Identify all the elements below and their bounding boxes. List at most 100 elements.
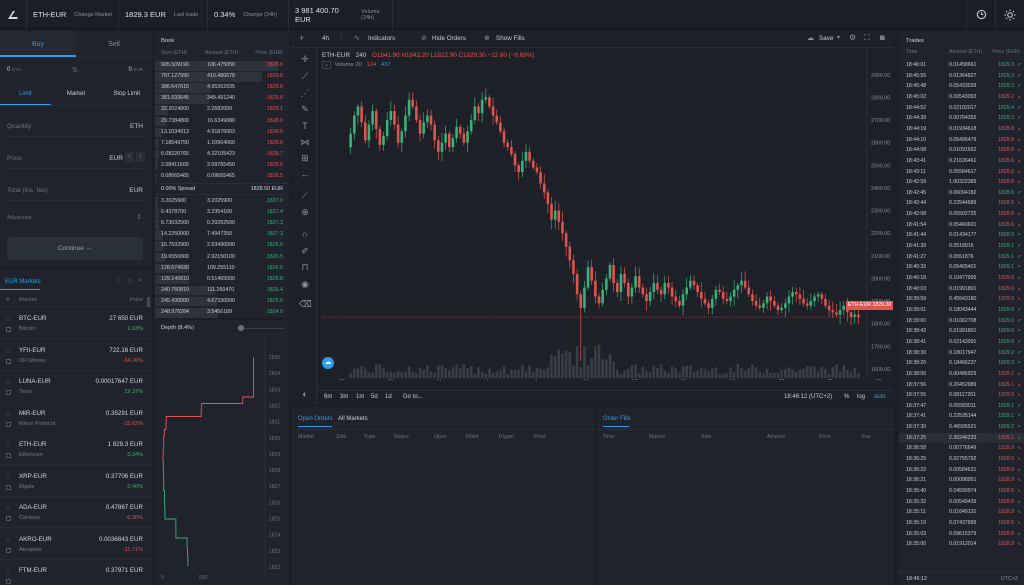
book-row[interactable]: 16.7592900 2.53490000 1826.6 — [155, 241, 289, 251]
order-type-market[interactable]: Market — [66, 91, 86, 97]
trash-icon[interactable]: ⌫ — [299, 299, 312, 309]
book-row[interactable]: 14.2250000 7.4947250 1827.3 — [155, 230, 289, 240]
book-row[interactable]: 19.6550000 2.92150100 1826.5 — [155, 252, 289, 263]
history-button[interactable] — [966, 0, 995, 29]
hide-orders-button[interactable]: Hide Orders — [432, 35, 466, 42]
book-row[interactable]: 32.2024800 2.2682000 1829.1 — [155, 105, 289, 115]
book-row[interactable]: 245.430000 4.67330000 1825.0 — [155, 296, 289, 307]
book-row[interactable]: 0.08665465 0.08665465 1828.5 — [155, 172, 289, 182]
market-row[interactable]: ☆ AKRO-EUR Akropolis 0.0036843 EUR -11.71% — [0, 529, 152, 560]
price-increment-button[interactable]: › — [136, 152, 145, 162]
book-row[interactable]: 797.127990 410.480678 1829.8 — [155, 72, 289, 82]
book-row[interactable]: 248.976284 3.5456189 1824.0 — [155, 308, 289, 318]
market-selector[interactable]: ETH-EUR Change Market — [27, 0, 119, 29]
lock-icon[interactable]: ⊓ — [301, 262, 309, 272]
star-icon[interactable]: ☆ — [5, 347, 12, 355]
total-input[interactable]: Total (inc. fee) EUR — [7, 181, 145, 201]
candles-icon[interactable]: ⫶ — [340, 34, 342, 41]
ruler-icon[interactable]: ⟋ — [301, 190, 309, 200]
market-row[interactable]: ☆ ETH-EUR Ethereum 1 829.3 EUR 0.34% — [0, 434, 152, 465]
interval-selector[interactable]: 4h — [322, 35, 330, 42]
star-icon[interactable]: ☆ — [5, 442, 12, 449]
book-row[interactable]: 29.7384800 16.6349080 1828.0 — [155, 116, 289, 127]
range-1m[interactable]: 1m — [356, 394, 365, 400]
prediction-icon[interactable]: ⊞ — [301, 153, 309, 163]
star-icon[interactable]: ☆ — [5, 473, 12, 481]
market-row[interactable]: ☆ LUNA-EUR Terra 0.00017647 EUR 19.37% — [0, 371, 152, 402]
brush-icon[interactable]: ✎ — [301, 104, 309, 114]
star-icon[interactable]: ☆ — [5, 568, 12, 575]
crosshair-icon[interactable]: ✛ — [299, 36, 305, 42]
range-1d[interactable]: 1d — [385, 394, 392, 400]
markets-scrollbar[interactable] — [147, 297, 150, 307]
markets-title[interactable]: EUR Markets — [5, 279, 41, 285]
order-type-limit[interactable]: Limit — [0, 84, 51, 105]
range-5d[interactable]: 5d — [371, 394, 378, 400]
show-fills-button[interactable]: Show Fills — [496, 35, 525, 42]
star-filter-icon[interactable]: ☆ — [127, 278, 134, 285]
market-row[interactable]: ☆ YFII-EUR DFI.Money 722.16 EUR -34.76% — [0, 340, 152, 371]
eye-icon[interactable]: ◉ — [301, 279, 309, 289]
market-row[interactable]: ☆ FTM-EUR 0.37971 EUR — [0, 560, 152, 585]
sell-tab[interactable]: Sell — [108, 41, 120, 48]
tab-open-orders[interactable]: Open Orders — [298, 416, 333, 422]
buy-tab[interactable]: Buy — [0, 31, 76, 57]
book-row[interactable]: 13.1034913 4.91876063 1828.9 — [155, 127, 289, 138]
market-row[interactable]: ☆ MIR-EUR Mirror Protocol 0.35291 EUR -15.62… — [0, 403, 152, 434]
zoom-in-icon[interactable]: ⊕ — [301, 207, 309, 217]
swap-icon[interactable]: ⇅ — [72, 67, 78, 74]
quantity-input[interactable]: Quantity ETH — [7, 117, 145, 137]
text-tool-icon[interactable]: T — [302, 121, 308, 131]
book-row[interactable]: 6.08220765 4.32105423 1828.7 — [155, 149, 289, 160]
depth-slider-handle[interactable] — [238, 325, 244, 331]
save-button[interactable]: Save — [819, 35, 834, 42]
book-row[interactable]: 240.760819 111.260470 1825.4 — [155, 285, 289, 296]
price-chart[interactable]: 2900.00 2800.00 2700.00 2600.00 2500.00 2400.… — [317, 48, 894, 380]
continue-button[interactable]: Continue → — [7, 237, 143, 260]
change-market-link[interactable]: Change Market — [74, 11, 112, 18]
book-row[interactable]: 3.2025900 3.2025900 1827.9 — [155, 197, 289, 207]
alert-cloud-icon[interactable]: ☁ — [322, 357, 334, 369]
order-type-stop-limit[interactable]: Stop Limit — [113, 91, 141, 97]
search-icon[interactable]: ⌕ — [138, 277, 142, 284]
theme-toggle-button[interactable] — [995, 0, 1024, 29]
market-row[interactable]: ☆ XRP-EUR Ripple 0.37706 EUR 0.40% — [0, 466, 152, 497]
price-decrement-button[interactable]: ‹ — [125, 152, 134, 162]
book-row[interactable]: 128.674930 109.255110 1826.0 — [155, 263, 289, 274]
fills-title[interactable]: Order Fills — [603, 416, 631, 422]
depth-slider-track[interactable] — [240, 328, 284, 329]
save-chevron-icon[interactable]: ▾ — [837, 35, 841, 41]
book-row[interactable]: 6.73032500 0.29262500 1827.3 — [155, 219, 289, 229]
percent-toggle[interactable]: % — [844, 394, 850, 400]
star-icon[interactable]: ☆ — [5, 379, 12, 386]
collapse-legend-icon[interactable]: ⌄ — [322, 61, 331, 69]
market-row[interactable]: ☆ ADA-EUR Cardano 0.47867 EUR -0.30% — [0, 497, 152, 528]
range-6m[interactable]: 6m — [324, 394, 333, 400]
favorites-icon[interactable]: ♢ — [116, 278, 123, 285]
fullscreen-icon[interactable]: ⛶ — [864, 33, 870, 42]
star-icon[interactable]: ☆ — [5, 410, 12, 418]
fib-tool-icon[interactable]: ⋰ — [300, 88, 310, 98]
log-toggle[interactable]: log — [857, 394, 866, 400]
camera-icon[interactable]: ◙ — [880, 33, 885, 42]
magnet-icon[interactable]: ∩ — [301, 229, 309, 239]
book-row[interactable]: 381.693645 349.491240 1829.8 — [155, 94, 289, 104]
book-row[interactable]: 129.140810 0.51465500 1825.8 — [155, 274, 289, 285]
tab-all-markets[interactable]: All Markets — [338, 416, 368, 422]
settings-gear-icon[interactable]: ⚙ — [849, 33, 857, 42]
pencil-lock-icon[interactable]: ✐ — [301, 246, 309, 256]
star-icon[interactable]: ☆ — [5, 316, 12, 323]
book-row[interactable]: 6.4378700 3.2354100 1827.4 — [155, 208, 289, 218]
auto-toggle[interactable]: auto — [874, 394, 886, 400]
book-row[interactable]: 2.08411600 2.09765450 1828.6 — [155, 160, 289, 171]
theme-icon[interactable]: ◐ — [302, 389, 308, 399]
crosshair-tool-icon[interactable]: ✛ — [301, 54, 309, 64]
range-3m[interactable]: 3m — [340, 394, 349, 400]
trend-line-icon[interactable]: ⟋ — [301, 71, 309, 81]
book-row[interactable]: 905.509190 106.475050 1829.8 — [155, 61, 289, 71]
pattern-icon[interactable]: ⋈ — [300, 137, 310, 147]
star-icon[interactable]: ☆ — [5, 505, 12, 512]
price-input[interactable]: Price EUR ‹ › — [7, 149, 145, 169]
arrow-left-icon[interactable]: ← — [300, 169, 310, 179]
logo[interactable] — [0, 0, 27, 29]
